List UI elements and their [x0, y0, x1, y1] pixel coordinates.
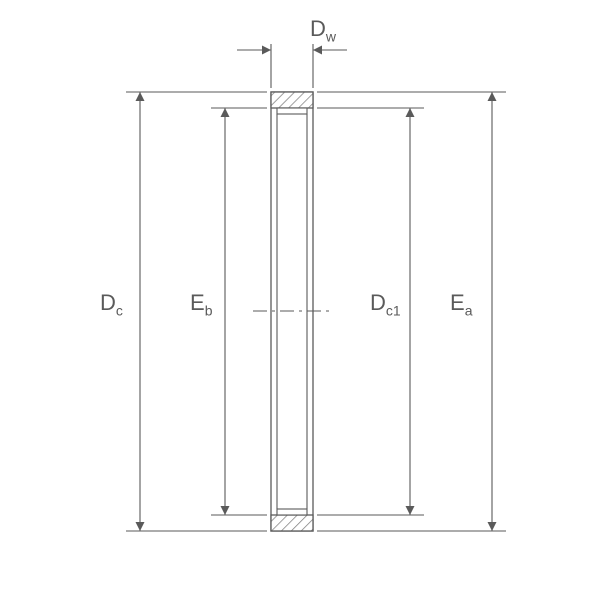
label-Dc1: Dc1: [370, 290, 401, 318]
label-Eb: Eb: [190, 290, 212, 318]
technical-drawing: [0, 0, 600, 600]
label-Ea: Ea: [450, 290, 472, 318]
label-Dc: Dc: [100, 290, 123, 318]
label-Dw: Dw: [310, 16, 336, 44]
